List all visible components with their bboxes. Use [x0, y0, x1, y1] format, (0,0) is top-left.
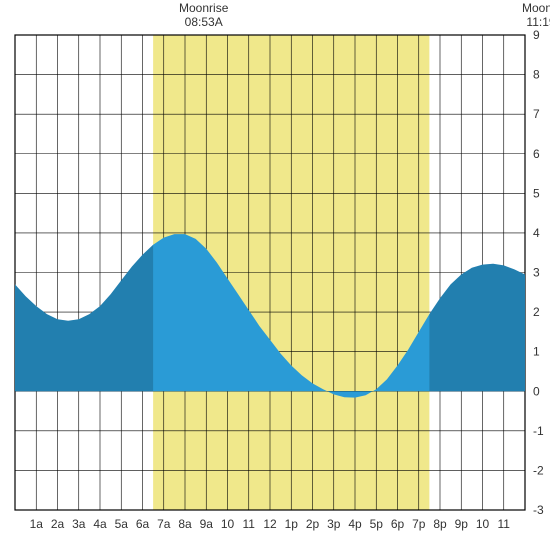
moonrise-time: 08:53A	[185, 15, 223, 29]
y-tick-label: -2	[533, 463, 544, 477]
x-tick-label: 6p	[391, 517, 405, 531]
x-tick-label: 5a	[115, 517, 129, 531]
moonrise-label: Moonrise	[179, 1, 229, 15]
x-tick-label: 1a	[30, 517, 44, 531]
x-tick-label: 9p	[455, 517, 469, 531]
x-tick-label: 2a	[51, 517, 65, 531]
x-tick-label: 1p	[285, 517, 299, 531]
x-tick-label: 3a	[72, 517, 86, 531]
moonset-label: Moonset	[522, 1, 550, 15]
y-tick-label: 6	[533, 147, 540, 161]
x-tick-label: 11	[243, 517, 256, 531]
y-tick-label: 8	[533, 68, 540, 82]
y-tick-label: -1	[533, 424, 544, 438]
x-tick-label: 8a	[178, 517, 192, 531]
x-axis-labels: 1a 2a 3a 4a 5a 6a 7a 8a 9a 10 11 12 1p 2p 3p 4p 5p 6p 7p 8p…	[30, 517, 511, 531]
y-tick-label: 9	[533, 28, 540, 42]
y-tick-label: 3	[533, 266, 540, 280]
x-tick-label: 10	[476, 517, 490, 531]
y-tick-label: -3	[533, 503, 544, 517]
chart-svg: 1a2a3a4a5a6a7a8a9a1011121p2p3p4p5p6p7p8p…	[0, 0, 550, 550]
x-tick-label: 9a	[200, 517, 214, 531]
y-tick-label: 1	[533, 345, 540, 359]
x-tick-label: 6a	[136, 517, 150, 531]
x-tick-label: 10	[221, 517, 235, 531]
x-tick-label: 7a	[157, 517, 171, 531]
x-tick-label: 12	[263, 517, 277, 531]
moonset-time: 11:19P	[526, 15, 550, 29]
x-tick-label: 11	[498, 517, 511, 531]
x-tick-label: 4p	[348, 517, 362, 531]
y-tick-label: 7	[533, 107, 540, 121]
x-tick-label: 7p	[412, 517, 426, 531]
y-tick-label: 4	[533, 226, 540, 240]
x-tick-label: 4a	[93, 517, 107, 531]
tide-chart: 1a2a3a4a5a6a7a8a9a1011121p2p3p4p5p6p7p8p…	[0, 0, 550, 550]
y-tick-label: 2	[533, 305, 540, 319]
x-tick-label: 2p	[306, 517, 320, 531]
x-tick-label: 8p	[433, 517, 447, 531]
y-tick-label: 5	[533, 186, 540, 200]
x-tick-label: 5p	[370, 517, 384, 531]
x-tick-label: 3p	[327, 517, 341, 531]
y-tick-label: 0	[533, 384, 540, 398]
